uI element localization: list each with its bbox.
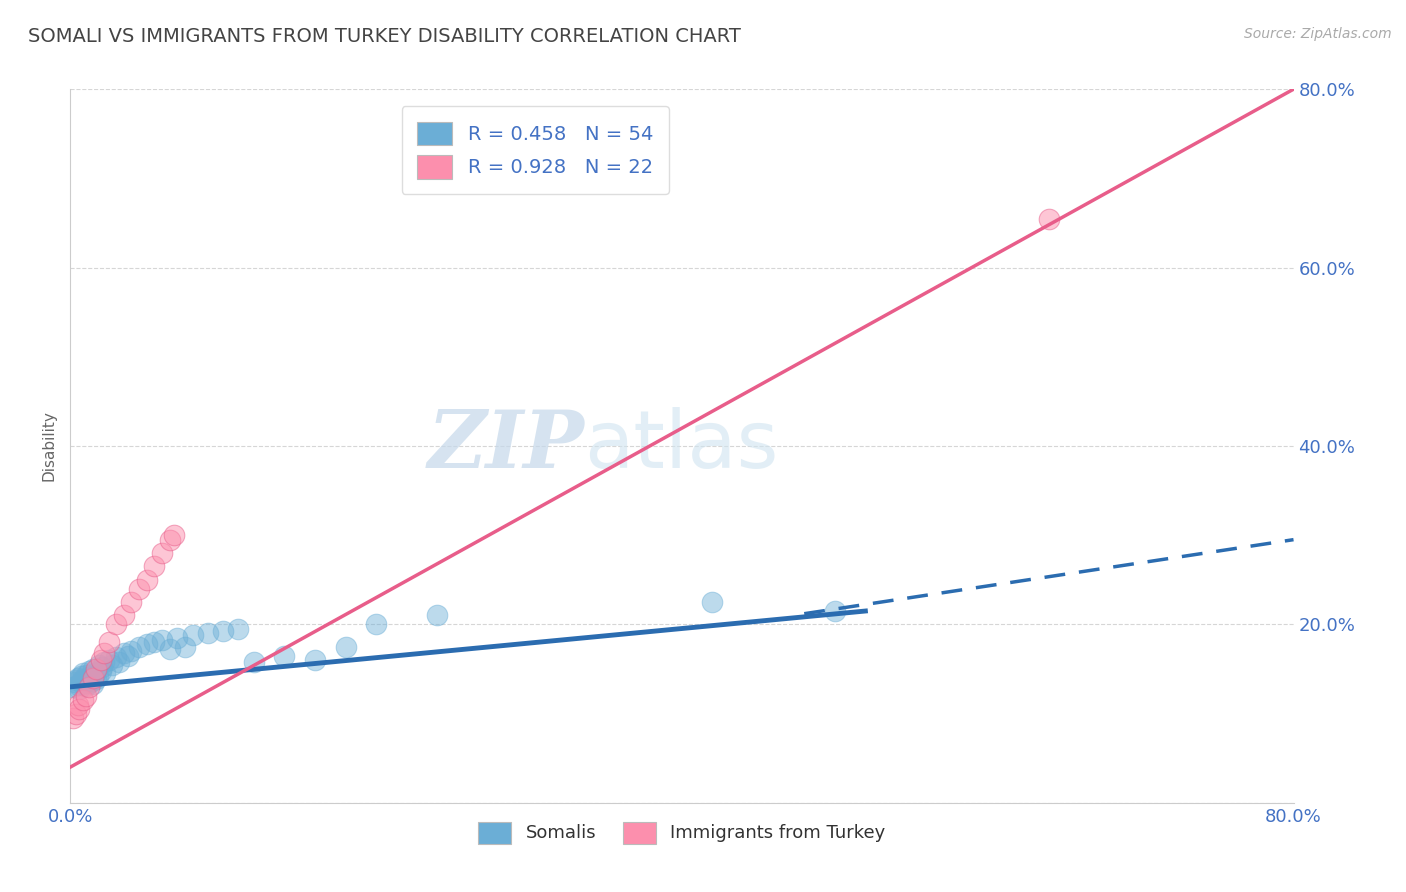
Point <box>135 637 157 651</box>
Point <box>97 653 120 667</box>
Point <box>163 528 186 542</box>
Point <box>105 617 128 632</box>
Point <box>70 669 93 683</box>
Point <box>93 655 115 669</box>
Point <box>75 679 97 693</box>
Point <box>121 595 143 609</box>
Point <box>108 655 131 669</box>
Point <box>82 671 104 685</box>
Point <box>824 604 846 618</box>
Text: atlas: atlas <box>583 407 779 485</box>
Text: SOMALI VS IMMIGRANTS FROM TURKEY DISABILITY CORRELATION CHART: SOMALI VS IMMIGRANTS FROM TURKEY DISABIL… <box>28 27 741 45</box>
Point <box>150 632 173 647</box>
Point <box>80 674 103 689</box>
Point <box>66 698 89 712</box>
Point <box>166 631 188 645</box>
Point <box>1038 211 1060 226</box>
Point <box>72 677 94 691</box>
Point <box>79 670 101 684</box>
Point <box>62 680 84 694</box>
Point <box>243 655 266 669</box>
Point <box>93 646 115 660</box>
Point <box>69 681 91 696</box>
Point <box>135 573 157 587</box>
Point <box>212 624 235 638</box>
Point <box>181 628 204 642</box>
Point <box>75 689 97 703</box>
Point <box>65 673 87 687</box>
Point <box>105 650 128 665</box>
Point <box>159 533 181 547</box>
Point <box>89 657 111 672</box>
Point <box>228 622 250 636</box>
Point <box>83 666 105 681</box>
Point <box>62 711 84 725</box>
Point <box>69 702 91 716</box>
Point <box>66 678 89 692</box>
Point <box>84 662 107 676</box>
Point <box>84 672 107 686</box>
Point <box>97 635 120 649</box>
Point <box>77 680 100 694</box>
Point <box>335 640 357 654</box>
Point <box>366 617 388 632</box>
Point <box>77 664 100 678</box>
Point <box>121 644 143 658</box>
Point <box>63 675 86 690</box>
Point <box>150 546 173 560</box>
Point <box>82 677 104 691</box>
Point <box>702 595 724 609</box>
Text: ZIP: ZIP <box>427 408 583 484</box>
Point <box>90 664 112 678</box>
Point <box>70 674 93 689</box>
Point <box>273 648 295 663</box>
Point <box>197 626 219 640</box>
Point <box>159 642 181 657</box>
Legend: Somalis, Immigrants from Turkey: Somalis, Immigrants from Turkey <box>464 807 900 858</box>
Point <box>100 657 122 672</box>
Text: Source: ZipAtlas.com: Source: ZipAtlas.com <box>1244 27 1392 41</box>
Point <box>72 666 94 681</box>
Point <box>174 640 197 654</box>
Point <box>143 559 166 574</box>
Point <box>112 608 135 623</box>
Point <box>112 646 135 660</box>
Point <box>128 640 150 654</box>
Point <box>94 666 117 681</box>
Point <box>117 648 139 663</box>
Point <box>128 582 150 596</box>
Point <box>143 635 166 649</box>
Point <box>75 668 97 682</box>
Point <box>304 653 326 667</box>
Point <box>87 669 110 683</box>
Point <box>66 671 89 685</box>
Point <box>65 706 87 721</box>
Y-axis label: Disability: Disability <box>41 410 56 482</box>
Point <box>91 660 114 674</box>
Point <box>426 608 449 623</box>
Point <box>73 672 96 686</box>
Point <box>77 676 100 690</box>
Point <box>82 662 104 676</box>
Point <box>72 693 94 707</box>
Point <box>90 653 112 667</box>
Point <box>76 673 98 688</box>
